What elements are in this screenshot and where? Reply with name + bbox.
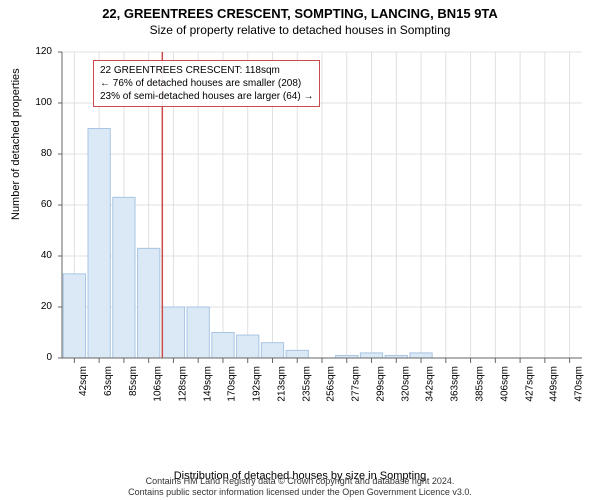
y-axis-label: Number of detached properties [10, 68, 22, 220]
x-tick-label: 63sqm [103, 366, 114, 396]
y-tick-label: 80 [28, 148, 52, 159]
annotation-line: 22 GREENTREES CRESCENT: 118sqm [100, 64, 313, 77]
annotation-line: ← 76% of detached houses are smaller (20… [100, 77, 313, 90]
x-tick-label: 342sqm [425, 366, 436, 402]
footer: Contains HM Land Registry data © Crown c… [0, 476, 600, 498]
y-tick-label: 100 [28, 97, 52, 108]
x-tick-label: 363sqm [450, 366, 461, 402]
x-tick-label: 320sqm [400, 366, 411, 402]
x-tick-label: 192sqm [252, 366, 263, 402]
y-tick-label: 0 [28, 352, 52, 363]
x-tick-label: 385sqm [475, 366, 486, 402]
x-tick-label: 106sqm [153, 366, 164, 402]
x-tick-label: 470sqm [574, 366, 585, 402]
annotation-line: 23% of semi-detached houses are larger (… [100, 90, 313, 103]
x-tick-label: 213sqm [276, 366, 287, 402]
y-tick-label: 40 [28, 250, 52, 261]
annotation-box: 22 GREENTREES CRESCENT: 118sqm ← 76% of … [93, 60, 320, 107]
chart-container: 22, GREENTREES CRESCENT, SOMPTING, LANCI… [0, 0, 600, 500]
y-tick-label: 120 [28, 46, 52, 57]
x-tick-label: 299sqm [376, 366, 387, 402]
chart-subtitle: Size of property relative to detached ho… [0, 21, 600, 37]
footer-line: Contains HM Land Registry data © Crown c… [0, 476, 600, 487]
x-tick-label: 149sqm [202, 366, 213, 402]
x-tick-label: 427sqm [524, 366, 535, 402]
y-tick-label: 60 [28, 199, 52, 210]
chart-title: 22, GREENTREES CRESCENT, SOMPTING, LANCI… [0, 0, 600, 21]
x-tick-label: 277sqm [351, 366, 362, 402]
chart-area: 22 GREENTREES CRESCENT: 118sqm ← 76% of … [58, 48, 586, 410]
x-tick-label: 85sqm [128, 366, 139, 396]
x-tick-label: 235sqm [301, 366, 312, 402]
x-tick-label: 449sqm [549, 366, 560, 402]
x-tick-label: 42sqm [78, 366, 89, 396]
x-tick-label: 128sqm [177, 366, 188, 402]
footer-line: Contains public sector information licen… [0, 487, 600, 498]
x-tick-label: 170sqm [227, 366, 238, 402]
x-tick-label: 406sqm [499, 366, 510, 402]
y-tick-label: 20 [28, 301, 52, 312]
x-tick-label: 256sqm [326, 366, 337, 402]
